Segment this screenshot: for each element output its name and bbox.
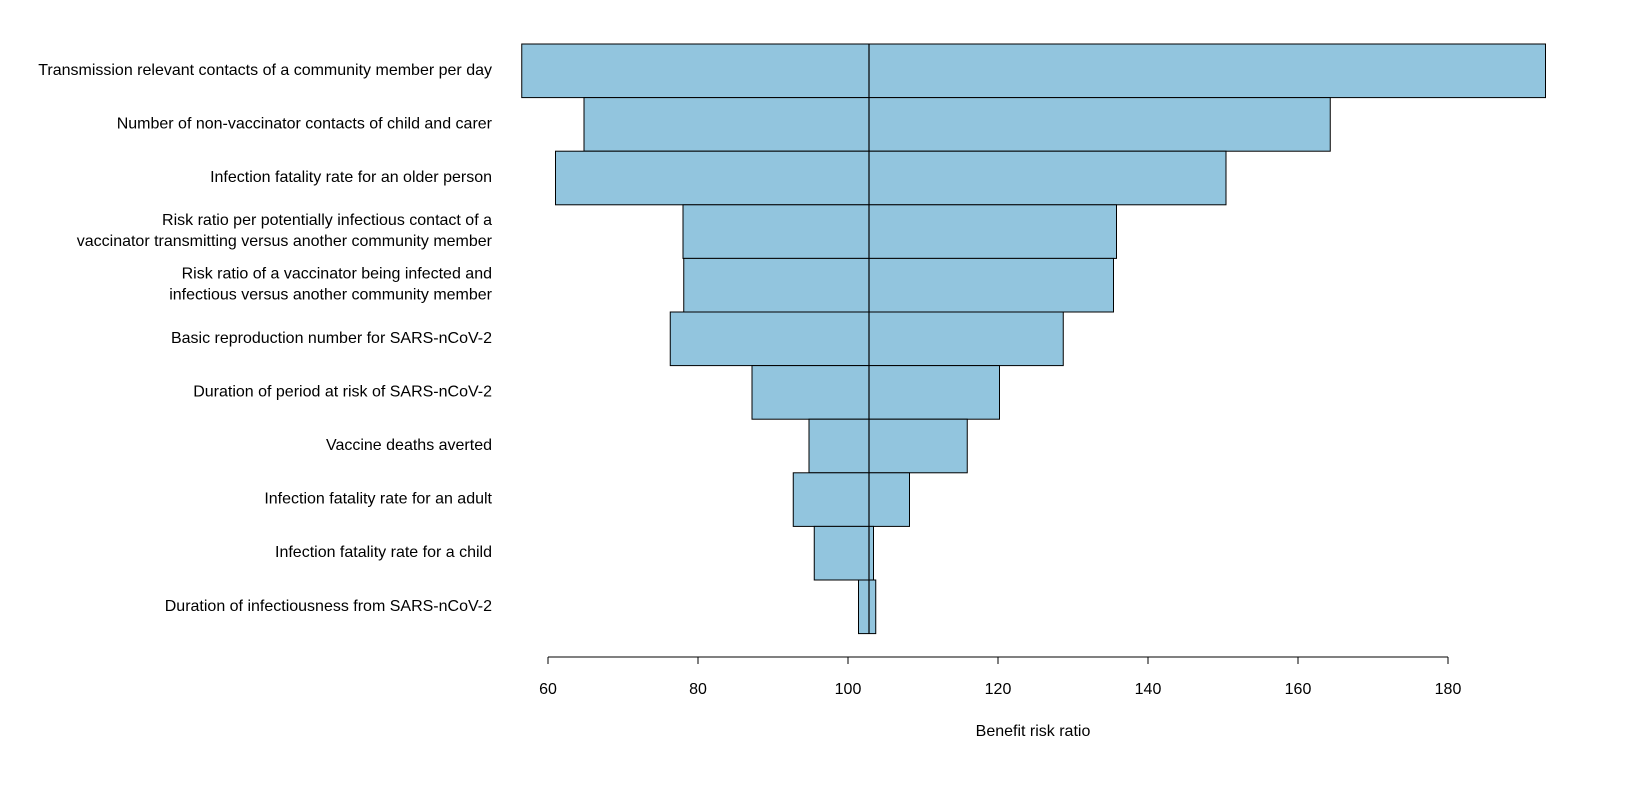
parameter-label-line: Risk ratio per potentially infectious co…: [162, 212, 492, 229]
parameter-label-line: Duration of period at risk of SARS-nCoV-…: [193, 384, 492, 401]
parameter-label-line: vaccinator transmitting versus another c…: [77, 233, 493, 250]
parameter-label-line: infectious versus another community memb…: [169, 287, 492, 304]
x-tick-label: 160: [1285, 681, 1312, 698]
parameter-label-line: Basic reproduction number for SARS-nCoV-…: [171, 330, 492, 347]
parameter-label: Duration of period at risk of SARS-nCoV-…: [193, 384, 492, 401]
tornado-bar: [792, 472, 910, 527]
parameter-label-line: Infection fatality rate for a child: [275, 544, 492, 561]
parameter-label-line: Infection fatality rate for an adult: [264, 491, 492, 508]
parameter-label-line: Risk ratio of a vaccinator being infecte…: [182, 266, 492, 283]
labels-layer: Transmission relevant contacts of a comm…: [38, 62, 492, 615]
tornado-bar: [682, 204, 1117, 259]
x-tick-label: 80: [689, 681, 707, 698]
x-tick-label: 180: [1435, 681, 1462, 698]
tornado-bar: [808, 418, 968, 474]
parameter-label: Risk ratio per potentially infectious co…: [77, 212, 493, 250]
x-axis-title: Benefit risk ratio: [976, 723, 1091, 740]
parameter-label: Transmission relevant contacts of a comm…: [38, 62, 492, 79]
parameter-label-line: Number of non-vaccinator contacts of chi…: [117, 116, 493, 133]
x-tick-label: 60: [539, 681, 557, 698]
bars-layer: [521, 43, 1546, 635]
parameter-label: Number of non-vaccinator contacts of chi…: [117, 116, 493, 133]
x-tick-label: 120: [985, 681, 1012, 698]
tornado-bar: [555, 150, 1227, 206]
parameter-label-line: Vaccine deaths averted: [326, 437, 492, 454]
tornado-bar: [813, 525, 874, 581]
tornado-bar: [583, 97, 1331, 152]
parameter-label-line: Duration of infectiousness from SARS-nCo…: [165, 598, 492, 615]
parameter-label: Risk ratio of a vaccinator being infecte…: [169, 266, 492, 304]
parameter-label: Duration of infectiousness from SARS-nCo…: [165, 598, 492, 615]
parameter-label-line: Infection fatality rate for an older per…: [210, 169, 492, 186]
parameter-label: Basic reproduction number for SARS-nCoV-…: [171, 330, 492, 347]
parameter-label: Infection fatality rate for an older per…: [210, 169, 492, 186]
tornado-bar: [683, 257, 1114, 313]
parameter-label: Infection fatality rate for a child: [275, 544, 492, 561]
tornado-bar: [669, 311, 1064, 367]
tornado-bar: [858, 579, 877, 635]
parameter-label-line: Transmission relevant contacts of a comm…: [38, 62, 492, 79]
tornado-bar: [751, 365, 1000, 420]
x-tick-label: 140: [1135, 681, 1162, 698]
x-axis: 60 80 100 120 140 160 180: [539, 656, 1462, 698]
parameter-label: Vaccine deaths averted: [326, 437, 492, 454]
parameter-label: Infection fatality rate for an adult: [264, 491, 492, 508]
tornado-bar: [521, 43, 1546, 99]
x-tick-label: 100: [835, 681, 862, 698]
